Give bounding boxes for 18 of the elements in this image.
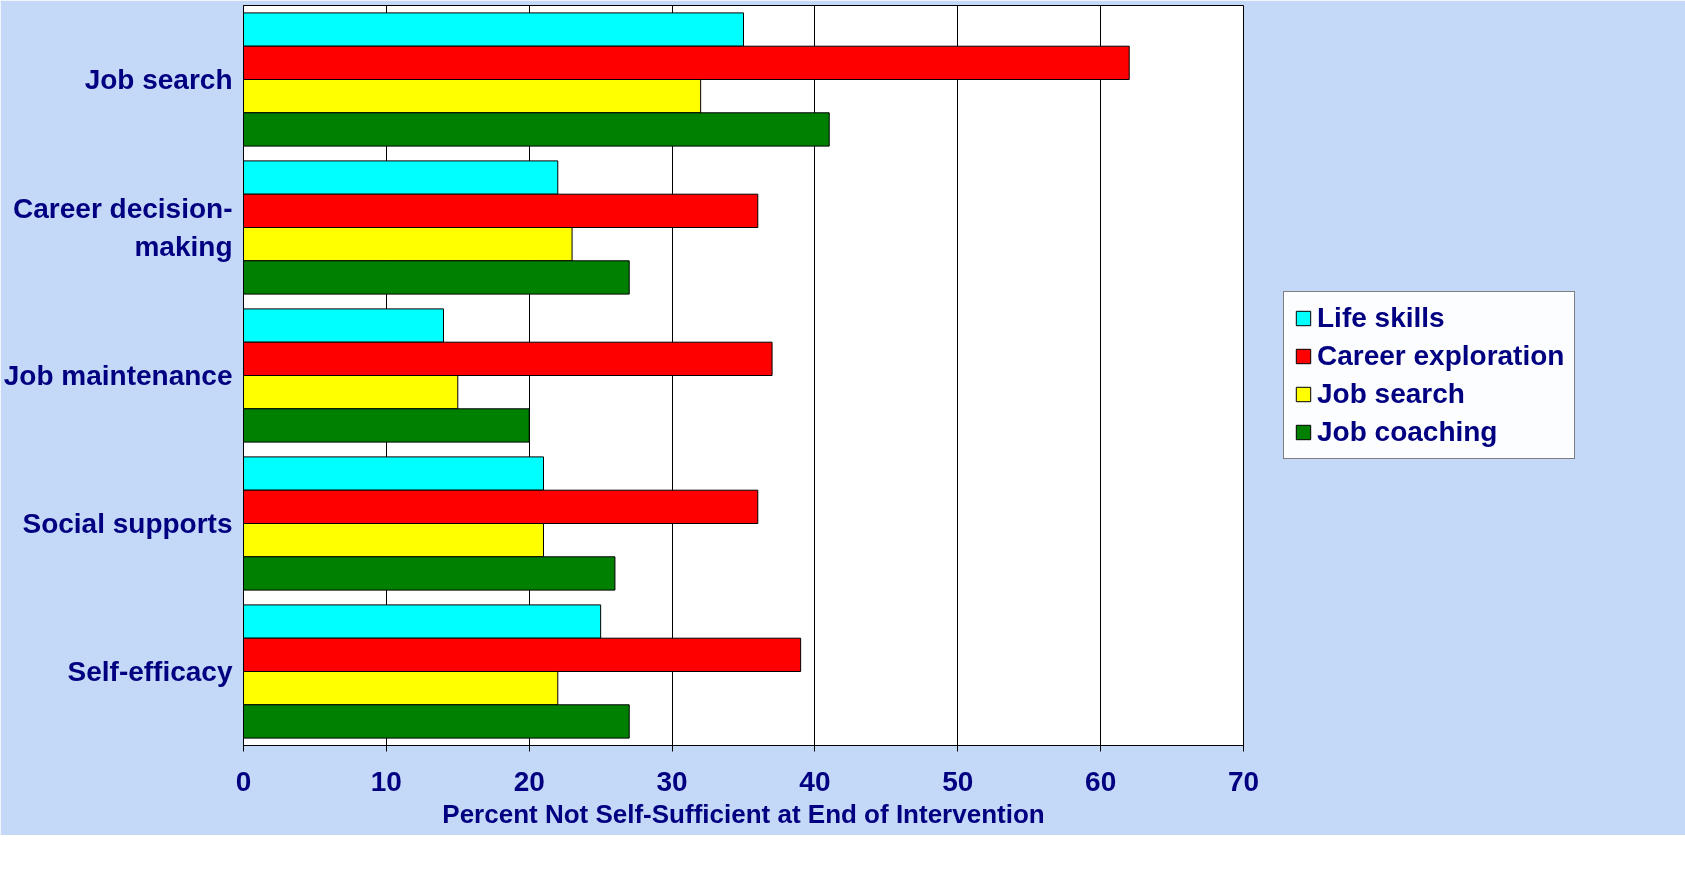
legend-label: Job coaching bbox=[1317, 416, 1498, 448]
x-tick-label: 10 bbox=[370, 765, 402, 797]
x-tick-label: 50 bbox=[942, 765, 974, 797]
y-tick-label: Career decision-making bbox=[13, 193, 233, 262]
x-tick-label: 30 bbox=[656, 765, 688, 797]
y-tick-label: Self-efficacy bbox=[67, 656, 233, 687]
legend-label: Life skills bbox=[1317, 302, 1445, 334]
x-tick-label: 20 bbox=[513, 765, 545, 797]
legend-label: Job search bbox=[1317, 378, 1465, 410]
x-axis-title: Percent Not Self-Sufficient at End of Intervention bbox=[442, 798, 1045, 829]
y-tick-label: Job maintenance bbox=[3, 360, 233, 391]
y-tick-label: Social supports bbox=[22, 508, 233, 539]
x-tick-label: 60 bbox=[1085, 765, 1117, 797]
legend-label: Career exploration bbox=[1317, 340, 1565, 372]
x-tick-label: 40 bbox=[799, 765, 831, 797]
x-tick-label: 70 bbox=[1227, 765, 1260, 797]
y-tick-label: Job search bbox=[84, 64, 233, 95]
x-tick-label: 0 bbox=[235, 765, 252, 797]
